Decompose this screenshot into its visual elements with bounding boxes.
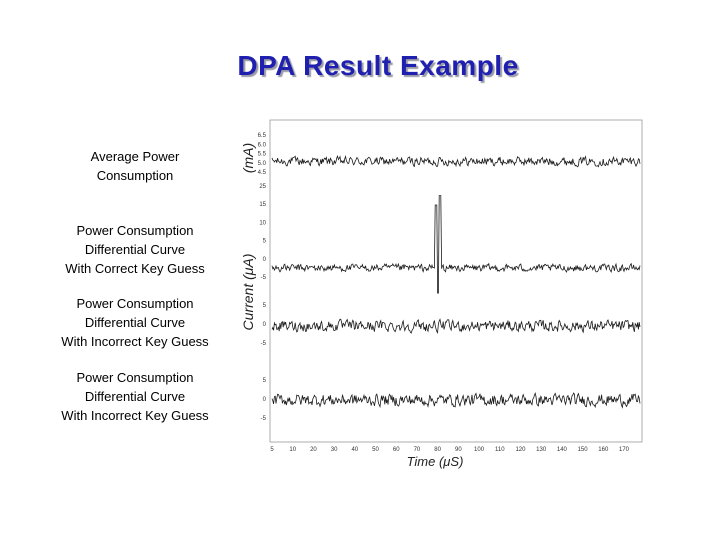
label-line: With Incorrect Key Guess <box>61 334 209 349</box>
label-line: Power Consumption <box>76 223 194 238</box>
y-tick-label: 0 <box>263 257 267 263</box>
trace-avg <box>271 155 641 168</box>
x-tick-label: 100 <box>474 447 485 453</box>
label-incorrect-key-2: Power Consumption Differential Curve Wit… <box>40 368 230 425</box>
y-tick-label: 5 <box>263 303 267 309</box>
x-tick-label: 40 <box>351 447 358 453</box>
label-line: With Incorrect Key Guess <box>61 408 209 423</box>
label-line: Differential Curve <box>84 315 186 330</box>
label-line: Differential Curve <box>84 389 186 404</box>
trace-incorrect1 <box>271 318 641 334</box>
x-tick-label: 130 <box>536 447 547 453</box>
plot-frame <box>269 119 643 443</box>
label-average-power: Average Power Consumption <box>40 147 230 185</box>
y-tick-label: 5 <box>263 378 267 384</box>
y-tick-label: 10 <box>259 220 266 226</box>
traces-group <box>271 155 641 409</box>
y-tick-label: 6.5 <box>258 133 267 139</box>
x-tick-label: 170 <box>619 447 630 453</box>
trace-correct <box>271 195 641 294</box>
x-tick-label: 50 <box>372 447 379 453</box>
x-tick-label: 110 <box>495 447 505 453</box>
trace-incorrect2 <box>271 392 641 409</box>
y-tick-label: 4.5 <box>258 170 267 176</box>
label-line: Differential Curve <box>84 242 186 257</box>
x-tick-label: 140 <box>557 447 568 453</box>
x-tick-label: 30 <box>331 447 338 453</box>
y-tick-label: 25 <box>259 184 266 190</box>
y-axis-label-bottom: Current (μA) <box>240 254 256 331</box>
y-tick-label: 0 <box>263 322 267 328</box>
x-tick-label: 150 <box>578 447 589 453</box>
x-tick-label: 90 <box>455 447 462 453</box>
label-line: Power Consumption <box>76 370 194 385</box>
x-axis-label: Time (μS) <box>407 454 464 469</box>
y-tick-label: -5 <box>261 275 267 281</box>
x-tick-label: 5 <box>270 447 274 453</box>
y-tick-label: -5 <box>261 416 267 422</box>
x-tick-label: 120 <box>515 447 526 453</box>
y-tick-label: 6.0 <box>258 142 267 148</box>
y-tick-label: 0 <box>263 397 267 403</box>
y-tick-label: 5.5 <box>258 152 267 158</box>
y-tick-label: 5.0 <box>258 161 267 167</box>
y-tick-group: 6.5 6.0 5.5 5.0 4.5 25 15 10 5 0 -5 5 0 -5 5 0 -5 <box>258 133 267 422</box>
label-line: Average Power <box>90 149 180 164</box>
label-correct-key: Power Consumption Differential Curve Wit… <box>40 221 230 278</box>
label-line: Power Consumption <box>76 296 194 311</box>
y-axis-label-top: (mA) <box>240 143 256 173</box>
x-tick-label: 160 <box>598 447 609 453</box>
x-tick-label: 80 <box>434 447 441 453</box>
x-tick-label: 60 <box>393 447 400 453</box>
label-incorrect-key-1: Power Consumption Differential Curve Wit… <box>40 294 230 351</box>
label-line: Consumption <box>96 168 174 183</box>
x-tick-label: 70 <box>414 447 421 453</box>
x-tick-label: 20 <box>310 447 317 453</box>
y-tick-label: 5 <box>263 239 267 245</box>
slide-title: DPA Result Example <box>237 50 519 81</box>
label-line: With Correct Key Guess <box>65 261 205 276</box>
y-tick-label: 15 <box>259 202 266 208</box>
y-tick-label: -5 <box>261 341 267 347</box>
x-tick-label: 10 <box>289 447 296 453</box>
x-tick-group: 5 10 20 30 40 50 60 70 80 90 100 110 120 130 140 150 160… <box>270 447 629 453</box>
